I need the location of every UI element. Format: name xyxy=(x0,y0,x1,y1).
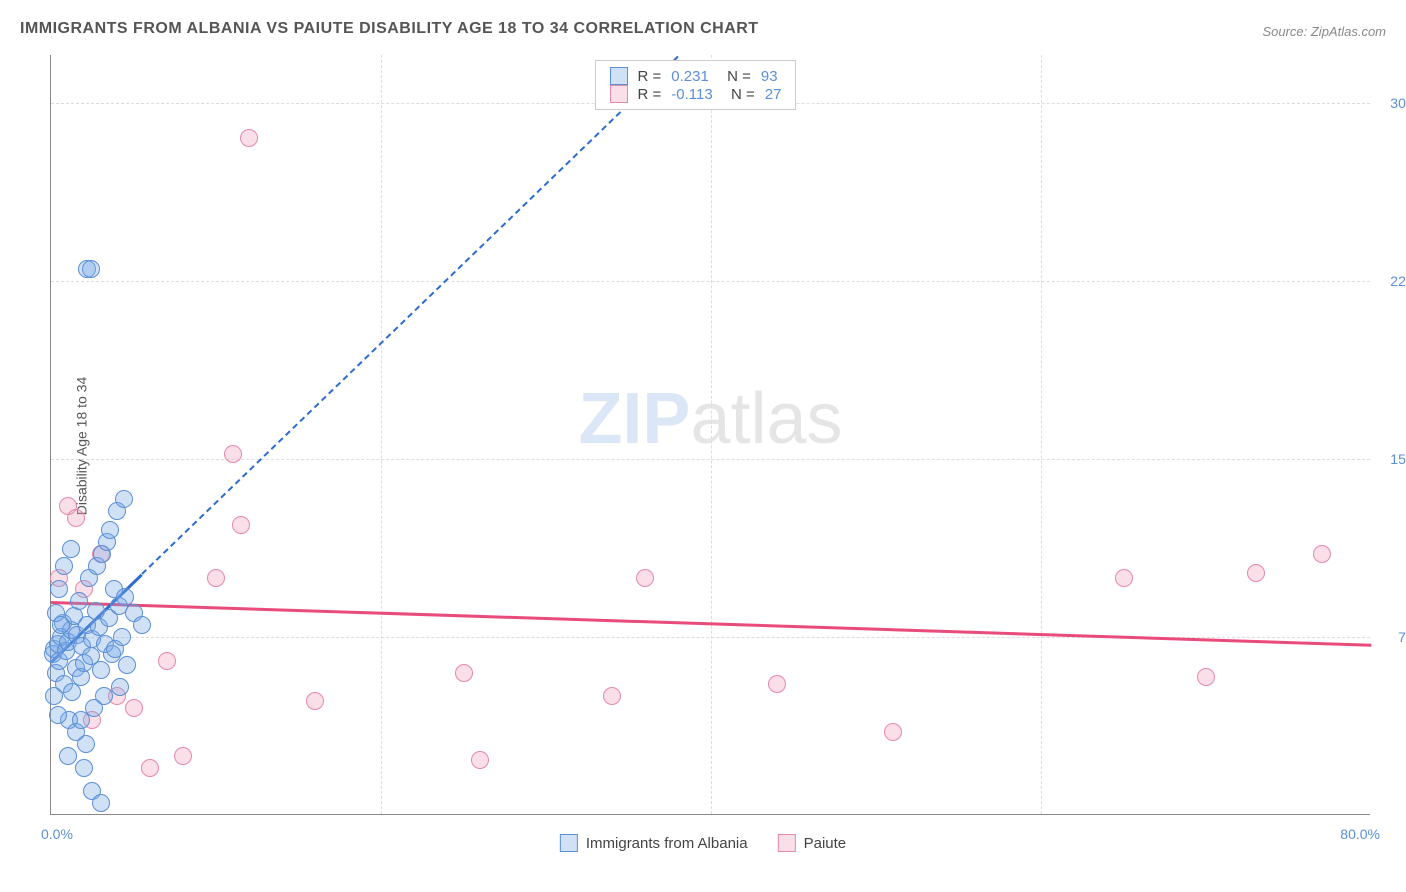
data-point xyxy=(1313,545,1331,563)
y-tick-label: 7.5% xyxy=(1380,629,1406,645)
plot-area: ZIPatlas 7.5%15.0%22.5%30.0%0.0%80.0% xyxy=(50,55,1370,815)
data-point xyxy=(1197,668,1215,686)
data-point xyxy=(55,557,73,575)
data-point xyxy=(603,687,621,705)
n-value: 27 xyxy=(765,86,782,103)
data-point xyxy=(116,588,134,606)
r-value: -0.113 xyxy=(671,86,712,103)
n-label: N = xyxy=(719,68,751,85)
data-point xyxy=(636,569,654,587)
data-point xyxy=(224,445,242,463)
r-label: R = xyxy=(638,68,662,85)
data-point xyxy=(240,129,258,147)
gridline-vertical xyxy=(711,55,712,814)
data-point xyxy=(59,747,77,765)
data-point xyxy=(455,664,473,682)
n-value: 93 xyxy=(761,68,778,85)
data-point xyxy=(207,569,225,587)
legend-item: Immigrants from Albania xyxy=(560,834,748,852)
series-name: Paiute xyxy=(804,835,847,852)
legend-row: R = -0.113 N = 27 xyxy=(610,85,782,103)
gridline-vertical xyxy=(381,55,382,814)
data-point xyxy=(111,678,129,696)
series-name: Immigrants from Albania xyxy=(586,835,748,852)
data-point xyxy=(133,616,151,634)
data-point xyxy=(125,699,143,717)
legend-swatch xyxy=(560,834,578,852)
bottom-legend: Immigrants from Albania Paiute xyxy=(554,832,852,854)
y-tick-label: 22.5% xyxy=(1380,273,1406,289)
data-point xyxy=(101,521,119,539)
correlation-legend: R = 0.231 N = 93R = -0.113 N = 27 xyxy=(595,60,797,110)
data-point xyxy=(1115,569,1133,587)
data-point xyxy=(49,706,67,724)
data-point xyxy=(45,687,63,705)
data-point xyxy=(113,628,131,646)
data-point xyxy=(92,661,110,679)
data-point xyxy=(118,656,136,674)
data-point xyxy=(306,692,324,710)
data-point xyxy=(158,652,176,670)
data-point xyxy=(70,592,88,610)
data-point xyxy=(1247,564,1265,582)
x-tick-max: 80.0% xyxy=(1340,826,1380,842)
data-point xyxy=(174,747,192,765)
data-point xyxy=(72,711,90,729)
source-attribution: Source: ZipAtlas.com xyxy=(1262,24,1386,39)
data-point xyxy=(52,616,70,634)
trend-line xyxy=(141,55,679,574)
data-point xyxy=(141,759,159,777)
legend-swatch xyxy=(610,85,628,103)
data-point xyxy=(768,675,786,693)
legend-swatch xyxy=(778,834,796,852)
legend-swatch xyxy=(610,67,628,85)
y-tick-label: 15.0% xyxy=(1380,451,1406,467)
r-label: R = xyxy=(638,86,662,103)
data-point xyxy=(232,516,250,534)
data-point xyxy=(75,759,93,777)
data-point xyxy=(471,751,489,769)
n-label: N = xyxy=(723,86,755,103)
y-tick-label: 30.0% xyxy=(1380,95,1406,111)
data-point xyxy=(50,580,68,598)
data-point xyxy=(92,794,110,812)
chart-title: IMMIGRANTS FROM ALBANIA VS PAIUTE DISABI… xyxy=(20,20,759,38)
gridline-vertical xyxy=(1041,55,1042,814)
data-point xyxy=(67,509,85,527)
r-value: 0.231 xyxy=(671,68,709,85)
data-point xyxy=(95,687,113,705)
data-point xyxy=(115,490,133,508)
x-tick-min: 0.0% xyxy=(41,826,73,842)
data-point xyxy=(884,723,902,741)
data-point xyxy=(62,540,80,558)
data-point xyxy=(82,260,100,278)
legend-row: R = 0.231 N = 93 xyxy=(610,67,782,85)
legend-item: Paiute xyxy=(778,834,847,852)
